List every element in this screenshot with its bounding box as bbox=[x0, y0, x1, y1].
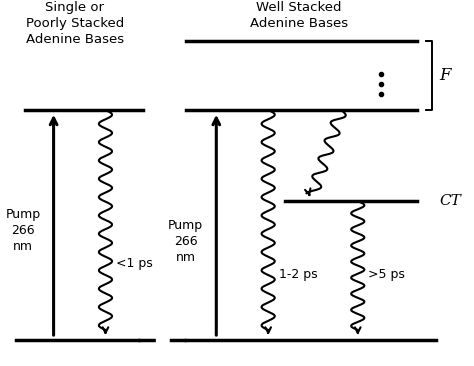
Text: F: F bbox=[439, 67, 451, 84]
Text: Pump
266
nm: Pump 266 nm bbox=[5, 208, 40, 253]
Text: CT: CT bbox=[439, 194, 461, 208]
Text: >5 ps: >5 ps bbox=[368, 268, 405, 281]
Text: <1 ps: <1 ps bbox=[116, 257, 153, 270]
Text: Well Stacked
Adenine Bases: Well Stacked Adenine Bases bbox=[250, 1, 348, 30]
Text: 1-2 ps: 1-2 ps bbox=[279, 268, 317, 281]
Text: Pump
266
nm: Pump 266 nm bbox=[168, 219, 203, 264]
Text: Single or
Poorly Stacked
Adenine Bases: Single or Poorly Stacked Adenine Bases bbox=[26, 1, 124, 46]
